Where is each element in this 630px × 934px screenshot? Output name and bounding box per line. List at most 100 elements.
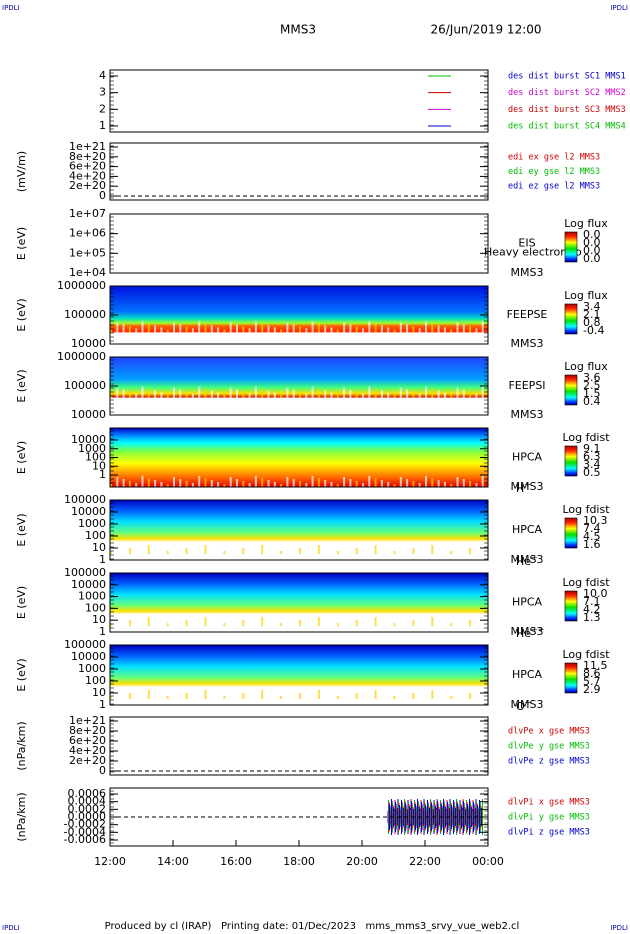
spectrogram-texture — [141, 688, 144, 699]
spectrogram-texture — [305, 328, 308, 333]
spectrogram-texture — [387, 549, 390, 554]
spectrogram-texture — [267, 390, 270, 398]
instrument-label: MMS3 — [511, 337, 544, 350]
spectrogram-texture — [135, 622, 138, 627]
spectrogram-texture — [185, 548, 188, 554]
corner-label: IPDLI — [2, 924, 20, 932]
panel-frame — [109, 572, 489, 633]
spectrogram-texture — [191, 328, 194, 333]
spectrogram-texture — [173, 387, 175, 398]
spectrogram-texture — [311, 476, 314, 487]
spectrogram-texture — [248, 328, 251, 333]
y-tick-label: 4 — [99, 69, 106, 82]
x-tick-label: 22:00 — [409, 855, 441, 868]
species-sup: + — [525, 698, 532, 707]
spectrogram-texture — [481, 321, 484, 333]
spectrogram-texture — [273, 621, 276, 627]
spectrogram-texture — [204, 545, 207, 554]
spectrogram-texture — [469, 481, 472, 487]
spectrogram-texture — [469, 620, 472, 627]
spectrogram-texture — [147, 323, 150, 333]
spectrogram-texture — [154, 547, 157, 554]
spectrogram-texture — [147, 388, 150, 398]
y-tick-label: 1 — [99, 553, 106, 566]
y-tick-label: 6e+20 — [69, 734, 106, 747]
spectrogram-texture — [217, 482, 220, 487]
spectrogram-texture — [254, 543, 257, 554]
spectrogram-texture — [305, 622, 308, 627]
y-tick-label: 1e+06 — [69, 227, 106, 240]
spectrogram-texture — [299, 391, 301, 398]
legend-label: des dist burst SC2 MMS2 — [508, 88, 626, 98]
y-tick-label: 1000 — [78, 442, 106, 455]
spectrogram-texture — [324, 480, 327, 487]
spectrogram-texture — [191, 695, 194, 699]
spectrogram-texture — [393, 329, 396, 333]
spectrogram-texture — [412, 481, 415, 487]
colorbar-tick-label: 6.3 — [583, 450, 601, 463]
spectrogram-texture — [141, 476, 144, 487]
spectrogram-texture — [128, 481, 131, 487]
colorbar — [564, 303, 578, 335]
spectrogram-texture — [431, 388, 434, 398]
spectrogram-texture — [393, 394, 396, 398]
y-tick-label: -0.0002 — [64, 818, 106, 831]
spectrogram-texture — [236, 618, 238, 627]
spectrogram-texture — [242, 326, 245, 333]
spectrogram-texture — [198, 386, 201, 398]
spectrogram-texture — [425, 321, 427, 333]
species-sup: ++ — [531, 625, 544, 634]
spectrogram-texture — [324, 692, 327, 699]
spectrogram-texture — [336, 394, 339, 398]
spectrogram-texture — [374, 388, 377, 398]
instrument-label: HPCA — [512, 596, 543, 609]
spectrogram-texture — [210, 325, 213, 333]
spectrogram-texture — [330, 327, 333, 333]
instrument-label: MMS3 — [511, 266, 544, 279]
spectrogram-texture — [469, 326, 472, 333]
colorbar-tick-label: 3.4 — [583, 458, 601, 471]
y-tick-label: 8e+20 — [69, 724, 106, 737]
y-tick-label: 1000 — [78, 590, 106, 603]
spectrogram-texture — [286, 322, 289, 333]
spectrogram-texture — [280, 696, 283, 699]
spectrogram-texture — [462, 691, 465, 699]
spectrogram-texture — [147, 478, 150, 487]
species-label: He++ — [516, 625, 544, 641]
spectrogram-texture — [462, 546, 465, 554]
spectrogram-texture — [425, 615, 427, 627]
spectrogram-texture — [368, 688, 371, 699]
spectrogram-texture — [248, 695, 251, 699]
spectrogram-texture — [229, 387, 232, 398]
spectrogram-texture — [160, 482, 163, 487]
instrument-label: MMS3 — [511, 408, 544, 421]
spectrogram-texture — [286, 616, 289, 627]
spectrogram-texture — [160, 694, 163, 699]
spectrogram-texture — [456, 387, 459, 398]
spectrogram-texture — [217, 392, 220, 398]
y-tick-label: 8e+20 — [69, 150, 106, 163]
spectrogram-texture — [374, 323, 377, 333]
spectrogram-texture — [261, 617, 264, 627]
spectrogram-texture — [198, 476, 201, 487]
spectrogram-texture — [399, 689, 402, 699]
spectrogram-texture — [204, 388, 207, 398]
spectrogram-texture — [399, 616, 402, 627]
spectrogram-texture — [179, 479, 182, 487]
spectrogram-texture — [343, 387, 346, 398]
y-tick-label: 10000 — [71, 578, 106, 591]
spectrogram-texture — [210, 390, 213, 398]
panel-frame — [109, 644, 489, 706]
spectrogram-texture — [261, 690, 264, 699]
y-axis-label: (nPa/km) — [15, 792, 28, 841]
legend-label: des dist burst SC4 MMS4 — [508, 122, 626, 132]
spectrogram-texture — [198, 543, 201, 554]
spectrogram-texture — [122, 546, 125, 554]
spectrogram-texture — [236, 691, 238, 699]
spectrogram-texture — [368, 615, 371, 627]
x-tick-label: 20:00 — [346, 855, 378, 868]
spectrogram-texture — [437, 692, 440, 699]
spectrogram-texture — [273, 482, 276, 487]
spectrogram-texture — [443, 549, 446, 554]
spectrogram-texture — [292, 691, 295, 699]
